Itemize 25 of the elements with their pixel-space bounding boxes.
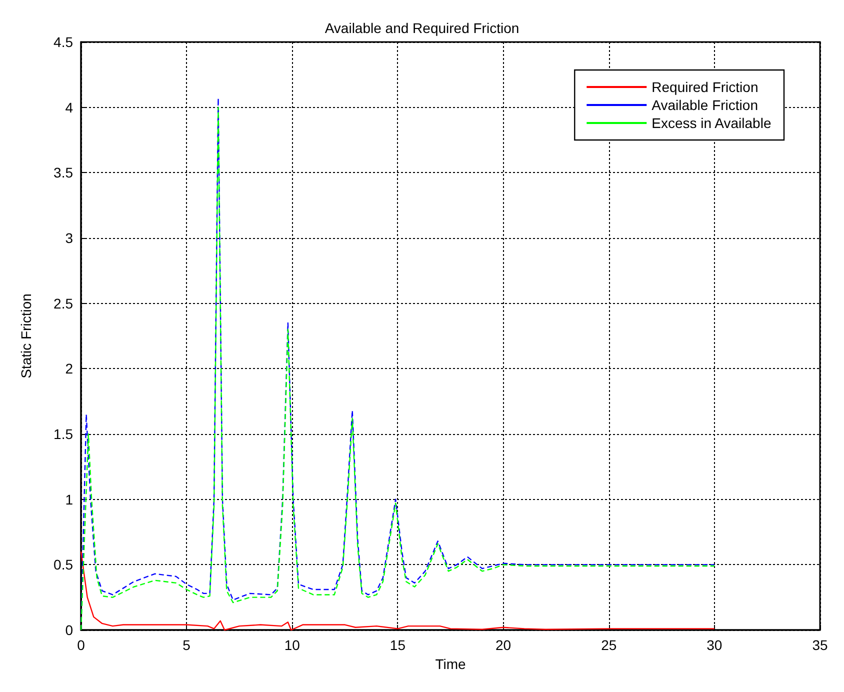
legend-label: Available Friction <box>652 97 758 113</box>
x-tick-label: 15 <box>390 637 406 653</box>
x-tick-label: 10 <box>284 637 300 653</box>
y-axis-title: Static Friction <box>18 294 34 378</box>
y-tick-label: 4.5 <box>54 34 74 50</box>
x-tick-label: 20 <box>495 637 512 653</box>
y-tick-label: 0.5 <box>54 556 74 573</box>
y-tick-label: 3.5 <box>54 164 74 181</box>
y-tick-label: 1 <box>65 491 74 508</box>
x-tick-label: 5 <box>182 637 191 653</box>
y-tick-label: 1.5 <box>54 426 74 442</box>
y-tick-label: 3 <box>65 230 74 246</box>
legend-label: Required Friction <box>652 79 758 95</box>
x-tick-label: 25 <box>601 637 617 653</box>
x-tick-label: 0 <box>77 637 86 653</box>
x-axis-title: Time <box>435 656 466 672</box>
x-tick-label: 35 <box>812 637 828 653</box>
legend-label: Excess in Available <box>652 115 772 131</box>
y-tick-label: 4 <box>65 99 74 116</box>
chart-title: Available and Required Friction <box>324 20 520 36</box>
y-tick-label: 2 <box>65 360 74 377</box>
y-tick-label: 0 <box>65 622 74 638</box>
x-tick-label: 30 <box>706 637 722 653</box>
y-tick-label: 2.5 <box>54 295 74 312</box>
line-series <box>80 551 716 631</box>
